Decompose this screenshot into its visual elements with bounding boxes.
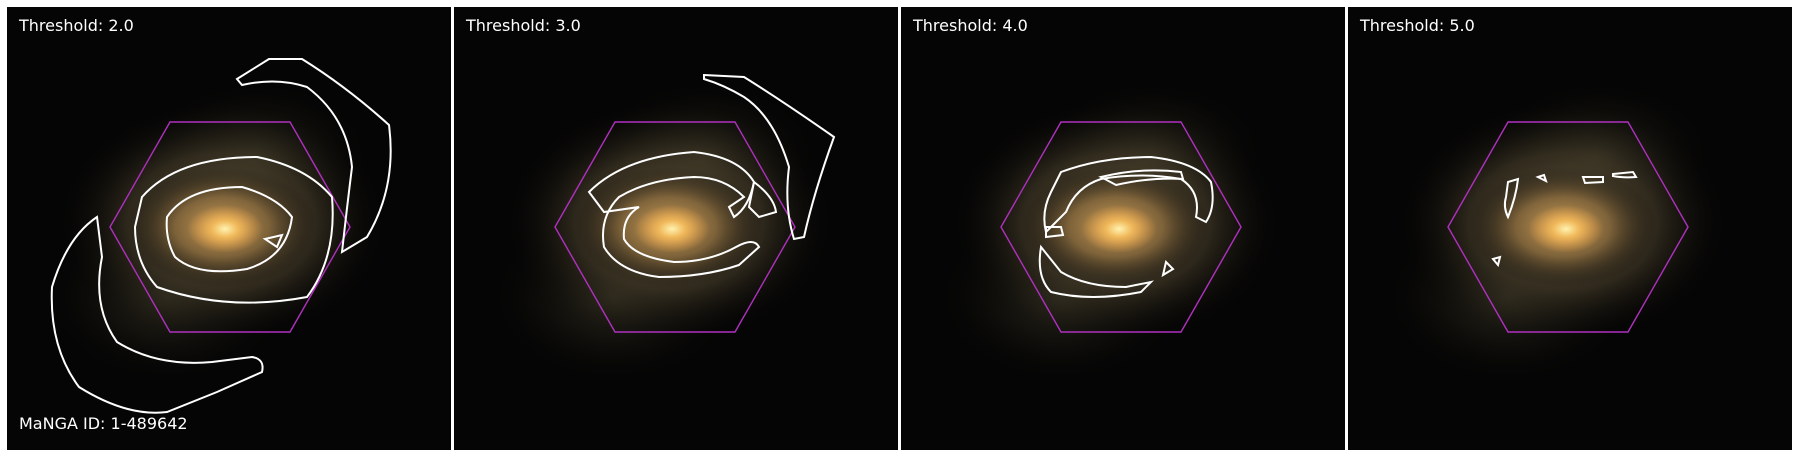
galaxy-image [1348,7,1792,450]
contours [587,73,836,279]
threshold-label: Threshold: 2.0 [19,16,134,35]
ifu-hexagon [109,121,351,333]
panel-threshold-3: Threshold: 3.0 [454,7,898,450]
panel-threshold-4: Threshold: 4.0 [901,7,1345,450]
ifu-hexagon [554,121,796,333]
threshold-label: Threshold: 3.0 [466,16,581,35]
galaxy-image [7,7,451,450]
contours [50,58,392,414]
contours [1491,170,1638,268]
panel-threshold-5: Threshold: 5.0 [1348,7,1792,450]
galaxy-image [901,7,1345,450]
ifu-hexagon [1447,121,1689,333]
panel-threshold-2: Threshold: 2.0 MaNGA ID: 1-489642 [7,7,451,450]
galaxy-id-label: MaNGA ID: 1-489642 [19,414,188,433]
galaxy-image [454,7,898,450]
threshold-label: Threshold: 4.0 [913,16,1028,35]
threshold-label: Threshold: 5.0 [1360,16,1475,35]
ifu-hexagon [1000,121,1242,333]
contours [1038,155,1214,298]
